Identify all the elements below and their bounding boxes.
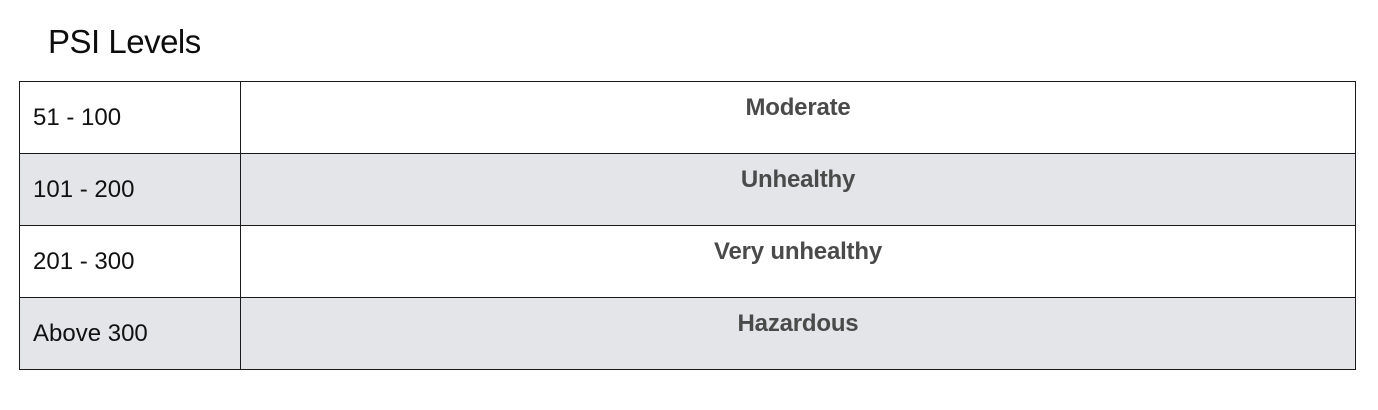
psi-level-cell: Moderate: [240, 81, 1356, 154]
psi-range-label: 51 - 100: [33, 103, 122, 131]
psi-level-label: Unhealthy: [740, 166, 856, 193]
psi-range-label: Above 300: [33, 319, 148, 347]
psi-level-cell: Unhealthy: [240, 153, 1356, 226]
psi-level-label: Hazardous: [737, 310, 859, 337]
psi-range-cell: 51 - 100: [19, 81, 241, 154]
psi-range-cell: 201 - 300: [19, 225, 241, 298]
psi-level-cell: Very unhealthy: [240, 225, 1356, 298]
page-title: PSI Levels: [48, 23, 201, 60]
psi-range-label: 101 - 200: [33, 175, 135, 203]
table-row: 201 - 300 Very unhealthy: [19, 225, 1356, 298]
psi-level-label: Moderate: [745, 94, 851, 121]
table-row: Above 300 Hazardous: [19, 297, 1356, 370]
psi-range-cell: 101 - 200: [19, 153, 241, 226]
psi-levels-table: 51 - 100 Moderate 101 - 200 Unhealthy 20…: [19, 81, 1356, 370]
table-row: 51 - 100 Moderate: [19, 81, 1356, 154]
psi-level-label: Very unhealthy: [714, 238, 882, 265]
psi-level-cell: Hazardous: [240, 297, 1356, 370]
psi-range-label: 201 - 300: [33, 247, 135, 275]
psi-range-cell: Above 300: [19, 297, 241, 370]
table-row: 101 - 200 Unhealthy: [19, 153, 1356, 226]
